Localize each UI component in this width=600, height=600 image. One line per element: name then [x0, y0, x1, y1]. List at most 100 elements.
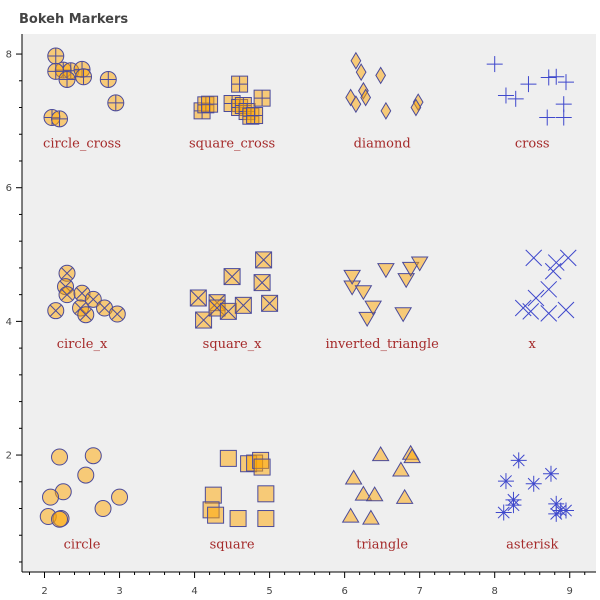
series-square-cross: [193, 75, 271, 125]
circle-x-marker: [108, 305, 126, 323]
inverted-triangle-marker: [377, 263, 395, 279]
square-x-marker: [219, 302, 237, 320]
chart-title: Bokeh Markers: [19, 12, 128, 27]
series-label: inverted_triangle: [325, 337, 439, 352]
series-circle-x: [47, 264, 126, 324]
circle-marker: [42, 488, 60, 506]
circle-x-marker: [58, 286, 76, 304]
square-cross-marker: [231, 75, 249, 93]
circle-marker: [77, 466, 95, 484]
cross-marker: [520, 76, 537, 93]
inverted-triangle-marker: [394, 307, 413, 323]
series-asterisk: [495, 452, 574, 522]
square-cross-marker: [246, 107, 264, 125]
square-cross-marker: [201, 95, 219, 113]
series-x: [514, 249, 577, 322]
x-marker: [557, 301, 575, 319]
asterisk-marker: [525, 475, 542, 492]
asterisk-marker: [497, 473, 514, 490]
square-x-marker: [189, 289, 207, 307]
circle-marker: [51, 448, 69, 466]
series-label: square_cross: [189, 137, 275, 152]
cross-marker: [555, 109, 572, 126]
diamond-marker: [375, 66, 387, 85]
square-marker: [219, 449, 237, 467]
series-cross: [486, 56, 574, 126]
triangle-marker: [344, 469, 363, 485]
square-marker: [257, 485, 275, 503]
x-tick-label: 8: [492, 586, 498, 597]
circle-x-marker: [84, 290, 102, 308]
x-marker: [540, 280, 558, 298]
cross-marker: [548, 68, 565, 85]
axes: 2 3 4 5 6 7 8 9 2 4 6 8: [6, 34, 596, 597]
square-marker: [257, 510, 275, 528]
series-label: square_x: [203, 337, 263, 352]
circle-cross-marker: [107, 94, 125, 112]
diamond-marker: [350, 51, 362, 70]
asterisk-marker: [548, 505, 565, 522]
series-label: square: [210, 538, 255, 553]
series-label: triangle: [356, 538, 408, 553]
circle-marker: [111, 488, 129, 506]
square-x-marker: [253, 274, 271, 292]
square-x-marker: [223, 268, 241, 286]
cross-marker: [557, 74, 574, 91]
square-cross-marker: [253, 89, 271, 107]
x-tick-label: 2: [41, 586, 47, 597]
triangle-marker: [341, 507, 360, 523]
cross-marker: [486, 56, 503, 73]
circle-marker: [84, 447, 102, 465]
circle-cross-marker: [75, 68, 93, 86]
series-label: diamond: [354, 137, 411, 152]
y-tick-label: 8: [6, 50, 12, 61]
circle-x-marker: [47, 302, 65, 320]
square-x-marker: [261, 294, 279, 312]
diamond-marker: [345, 88, 357, 107]
series-label: cross: [515, 137, 550, 152]
series-inverted-triangle: [343, 256, 429, 328]
x-marker: [525, 249, 543, 267]
inverted-triangle-marker: [358, 311, 377, 328]
circle-cross-marker: [51, 110, 69, 128]
triangle-marker: [354, 485, 373, 501]
square-x-marker: [255, 251, 273, 269]
x-marker: [522, 303, 540, 320]
cross-marker: [555, 96, 572, 113]
square-marker: [204, 486, 222, 504]
diamond-marker: [380, 101, 392, 120]
series-square-x: [189, 251, 279, 329]
diamond-marker: [410, 98, 422, 117]
series-label: circle_x: [57, 337, 108, 352]
series-layer: [39, 47, 577, 528]
asterisk-marker: [505, 497, 522, 514]
circle-cross-marker: [58, 70, 76, 88]
x-tick-label: 7: [416, 586, 422, 597]
asterisk-marker: [557, 502, 574, 519]
y-tick-label: 4: [6, 317, 12, 328]
y-tick-label: 6: [6, 183, 12, 194]
y-tick-label: 2: [6, 451, 12, 462]
circle-x-marker: [58, 264, 76, 282]
series-circle-cross: [43, 47, 125, 128]
circle-marker: [51, 510, 69, 528]
inverted-triangle-marker: [401, 261, 420, 277]
cross-marker: [507, 90, 524, 107]
square-x-marker: [234, 296, 252, 314]
x-tick-label: 3: [116, 586, 122, 597]
square-marker: [253, 458, 271, 476]
cross-marker: [540, 69, 557, 86]
cross-marker: [539, 109, 556, 126]
square-x-marker: [195, 311, 213, 329]
circle-cross-marker: [47, 47, 65, 65]
series-square: [202, 449, 275, 528]
series-label: circle: [64, 538, 101, 553]
x-marker: [559, 249, 577, 267]
square-marker: [207, 506, 225, 524]
x-marker: [527, 289, 545, 307]
category-labels: circle_cross square_cross diamond cross circ…: [43, 137, 558, 553]
asterisk-marker: [510, 452, 527, 469]
series-diamond: [345, 51, 424, 120]
circle-marker: [94, 500, 112, 518]
